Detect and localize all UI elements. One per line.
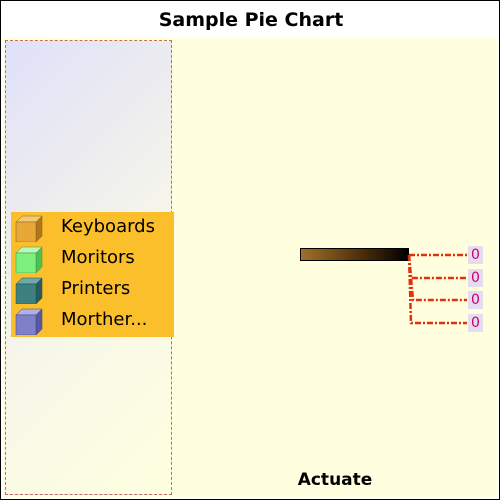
leader-line	[407, 254, 467, 325]
legend-item-keyboards[interactable]: Keyboards	[11, 212, 174, 243]
legend-swatch-moritors	[15, 246, 43, 273]
data-label: 0	[468, 246, 483, 264]
legend-item-morther[interactable]: Morther...	[11, 305, 174, 336]
legend-swatch-printers	[15, 277, 43, 304]
legend-swatch-morther	[15, 308, 43, 335]
legend-swatch-keyboards	[15, 215, 43, 242]
legend: Keyboards Moritors Printers M	[11, 212, 174, 337]
legend-label: Morther...	[61, 309, 148, 330]
legend-item-printers[interactable]: Printers	[11, 274, 174, 305]
legend-item-moritors[interactable]: Moritors	[11, 243, 174, 274]
chart-title: Sample Pie Chart	[158, 9, 344, 31]
legend-label: Moritors	[61, 247, 135, 268]
leader-line	[407, 254, 467, 280]
legend-label: Printers	[61, 278, 131, 299]
legend-label: Keyboards	[61, 216, 155, 237]
leader-lines	[407, 253, 467, 325]
data-label: 0	[468, 269, 483, 287]
data-label: 0	[468, 291, 483, 309]
pie-slice	[300, 248, 409, 261]
data-label: 0	[468, 314, 483, 332]
chart-footer: Actuate	[297, 470, 373, 490]
